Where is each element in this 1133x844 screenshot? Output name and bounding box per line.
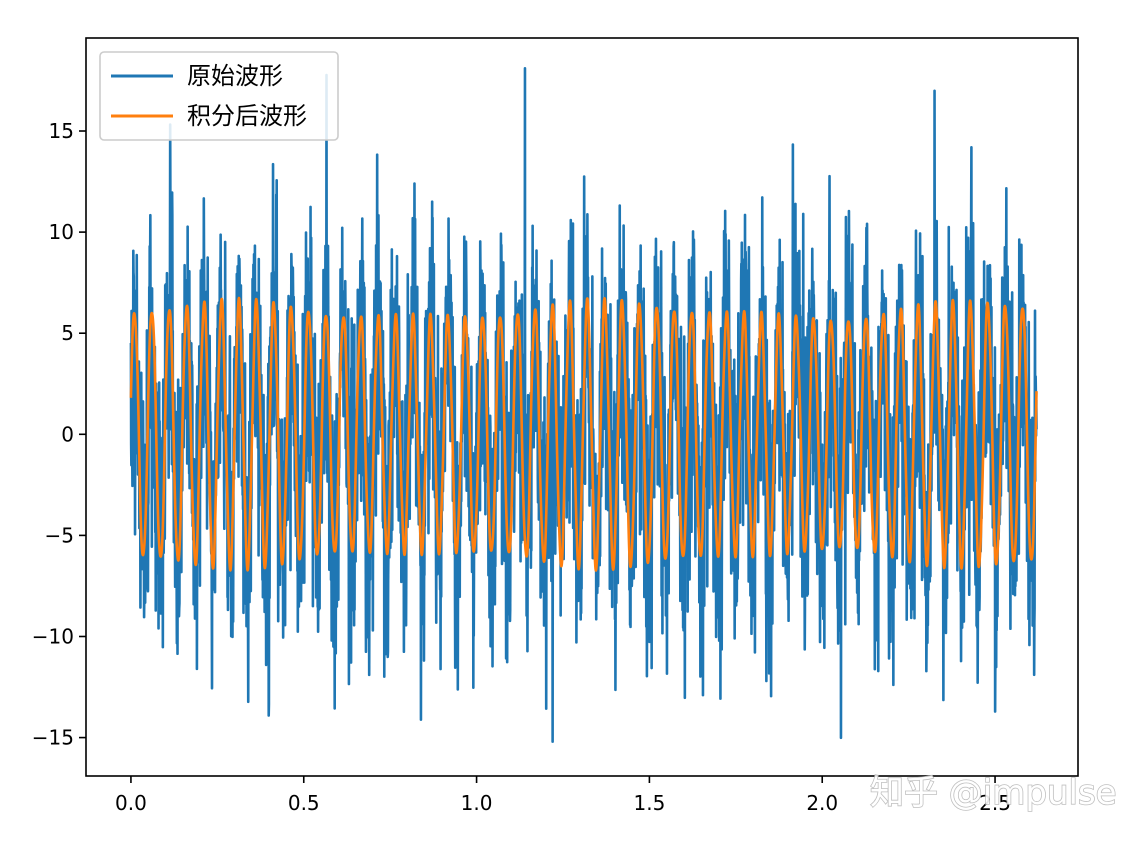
y-tick-label: 15 [49,119,74,143]
y-tick-label: −10 [32,624,74,648]
plot-frame [85,37,1079,777]
x-tick-label: 0.5 [288,791,320,815]
y-tick-label: 10 [49,220,74,244]
legend-label-raw: 原始波形 [187,62,283,90]
x-tick-label: 2.5 [979,791,1011,815]
x-tick-label: 0.0 [115,791,147,815]
y-tick-label: 0 [61,422,74,446]
series-line-integrated [129,296,1038,572]
x-axis: 0.0 0.5 1.0 1.5 2.0 2.5 [115,776,1011,815]
x-tick-label: 1.5 [633,791,665,815]
legend-label-integrated: 积分后波形 [187,102,307,130]
y-axis: 15 10 5 0 −5 −10 −15 [32,119,86,750]
x-tick-label: 1.0 [461,791,493,815]
watermark-text: 知乎 @impulse [870,773,1117,813]
x-tick-label: 2.0 [806,791,838,815]
y-tick-label: −5 [45,523,74,547]
y-tick-label: 5 [61,321,74,345]
y-tick-label: −15 [32,726,74,750]
legend: 原始波形 积分后波形 [99,51,339,141]
plot-area [129,67,1038,743]
legend-box [99,51,339,141]
